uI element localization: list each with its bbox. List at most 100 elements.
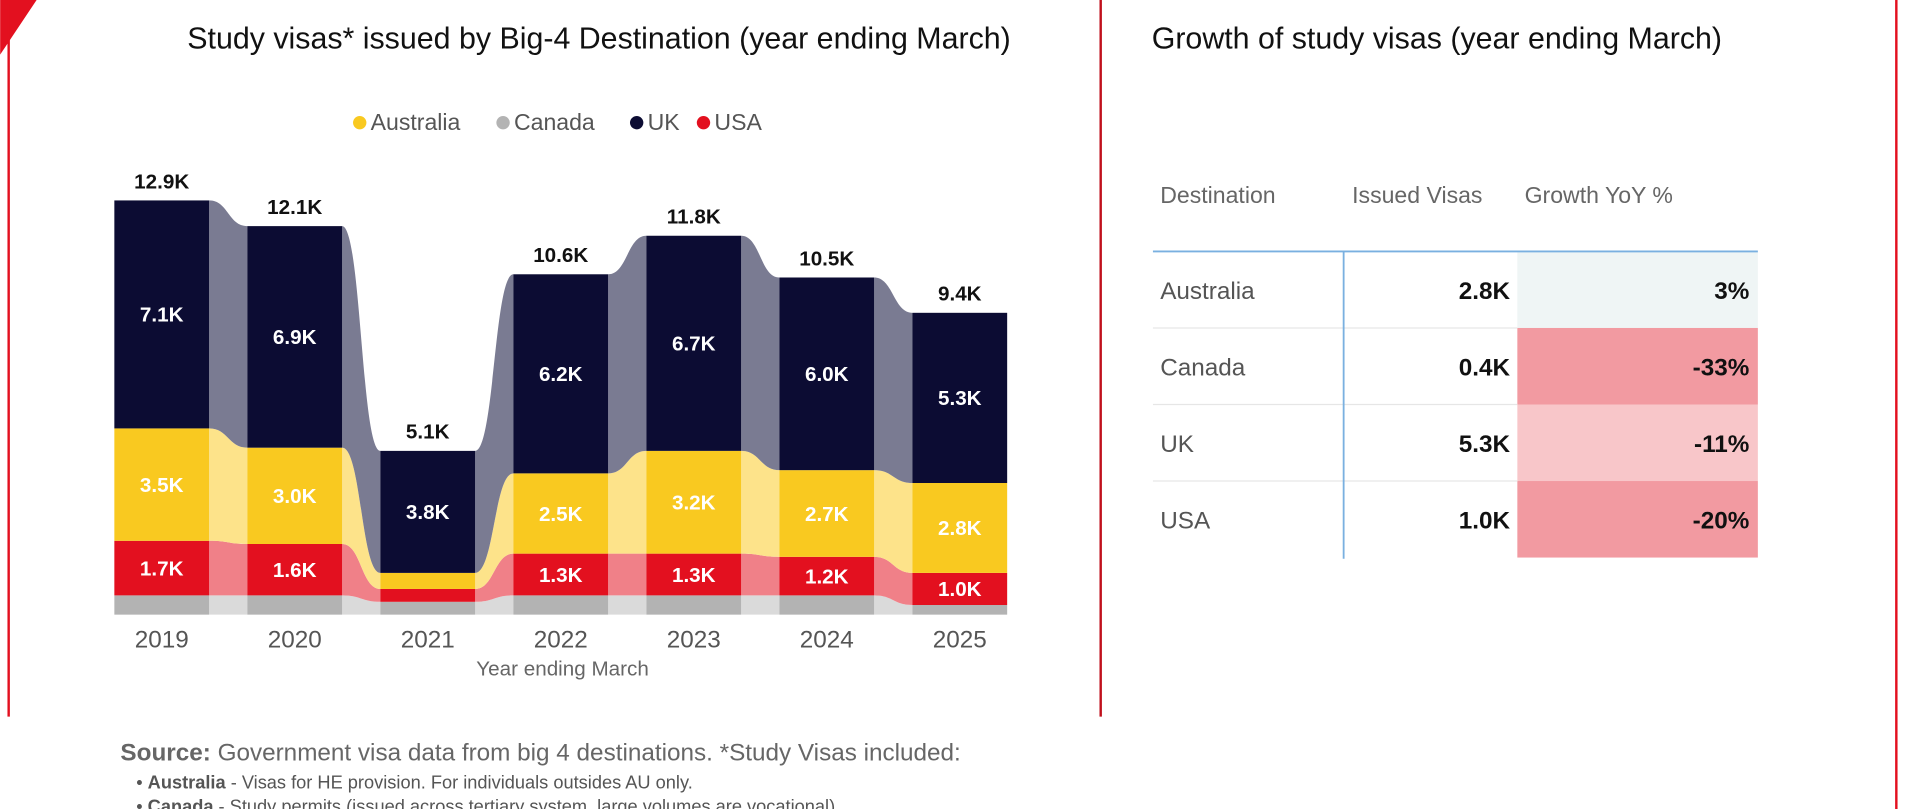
bar-segment bbox=[513, 473, 609, 554]
bar-segment bbox=[912, 482, 1008, 573]
data-label: 3.2K bbox=[672, 492, 716, 515]
x-tick-label: 2021 bbox=[401, 626, 455, 653]
bar-segment bbox=[114, 200, 210, 429]
issued-visas: 5.3K bbox=[1459, 431, 1511, 458]
total-label: 12.1K bbox=[267, 196, 322, 219]
legend-marker bbox=[353, 116, 367, 130]
data-label: 6.0K bbox=[805, 363, 849, 386]
x-tick-label: 2023 bbox=[667, 626, 721, 653]
bullet: • bbox=[136, 797, 147, 809]
ribbon bbox=[342, 595, 381, 615]
total-label: 9.4K bbox=[938, 283, 982, 306]
ribbon bbox=[741, 553, 780, 596]
data-label: 3.0K bbox=[273, 485, 317, 508]
destination: USA bbox=[1160, 507, 1211, 534]
legend-marker bbox=[496, 116, 510, 130]
legend-label: Canada bbox=[514, 109, 595, 135]
ribbon bbox=[209, 595, 248, 615]
source: Source: Government visa data from big 4 … bbox=[120, 739, 960, 766]
ribbon bbox=[608, 235, 647, 474]
ribbon bbox=[342, 447, 381, 589]
bar-segment bbox=[380, 601, 476, 615]
data-label: 6.9K bbox=[273, 326, 317, 349]
total-label: 10.6K bbox=[533, 244, 588, 267]
data-label: 6.7K bbox=[672, 333, 716, 356]
data-label: 2.7K bbox=[805, 503, 849, 526]
note-text: - Visas for HE provision. For individual… bbox=[226, 772, 693, 792]
growth-cell bbox=[1517, 404, 1758, 482]
data-label: 1.0K bbox=[938, 578, 982, 601]
issued-visas: 1.0K bbox=[1459, 507, 1511, 534]
bar-segment bbox=[779, 595, 875, 615]
bar-segment bbox=[380, 572, 476, 589]
bar-segment bbox=[380, 450, 476, 573]
note-item: • Australia - Visas for HE provision. Fo… bbox=[136, 772, 693, 792]
ribbon bbox=[475, 274, 514, 573]
data-label: 2.8K bbox=[938, 517, 982, 540]
growth-cell bbox=[1517, 251, 1758, 328]
ribbon bbox=[475, 553, 514, 602]
ribbon bbox=[608, 595, 647, 615]
x-tick-label: 2020 bbox=[268, 626, 322, 653]
bar-segment bbox=[247, 226, 343, 448]
data-label: 1.3K bbox=[539, 564, 583, 587]
bar-segment bbox=[912, 312, 1008, 483]
x-tick-label: 2025 bbox=[933, 626, 987, 653]
ribbon bbox=[209, 200, 248, 448]
ribbon bbox=[475, 595, 514, 615]
data-label: 5.3K bbox=[938, 387, 982, 410]
data-label: 1.3K bbox=[672, 564, 716, 587]
source-text: Government visa data from big 4 destinat… bbox=[211, 739, 961, 766]
bar-segment bbox=[114, 428, 210, 541]
ribbon bbox=[608, 553, 647, 596]
data-label: 3.8K bbox=[406, 501, 450, 524]
legend-label: Australia bbox=[371, 109, 461, 135]
ribbon bbox=[874, 470, 913, 573]
bar-segment bbox=[247, 544, 343, 596]
note-item: • Canada - Study permits (issued across … bbox=[136, 797, 835, 809]
table-title: Growth of study visas (year ending March… bbox=[1152, 23, 1722, 56]
issued-visas: 2.8K bbox=[1459, 278, 1511, 305]
growth: 3% bbox=[1714, 278, 1749, 305]
ribbon bbox=[342, 544, 381, 602]
column-header: Destination bbox=[1160, 182, 1275, 208]
chart-title: Study visas* issued by Big-4 Destination… bbox=[187, 23, 1010, 56]
destination: Australia bbox=[1160, 278, 1255, 305]
data-label: 6.2K bbox=[539, 363, 583, 386]
total-label: 5.1K bbox=[406, 421, 450, 444]
corner-mark bbox=[0, 0, 37, 55]
legend-label: USA bbox=[714, 109, 762, 135]
bar-segment bbox=[513, 553, 609, 596]
legend-label: UK bbox=[648, 109, 681, 135]
total-label: 10.5K bbox=[799, 247, 854, 270]
bar-segment bbox=[912, 572, 1008, 606]
x-axis-title: Year ending March bbox=[476, 657, 649, 680]
bar-segment bbox=[646, 235, 742, 451]
bar-segment bbox=[779, 556, 875, 596]
column-header: Issued Visas bbox=[1352, 182, 1482, 208]
bar-segment bbox=[114, 540, 210, 596]
bar-segment bbox=[380, 588, 476, 602]
data-label: 1.6K bbox=[273, 559, 317, 582]
total-label: 11.8K bbox=[667, 206, 721, 229]
ribbon bbox=[209, 428, 248, 545]
growth-cell bbox=[1517, 481, 1758, 558]
bar-segment bbox=[646, 553, 742, 596]
ribbon bbox=[874, 277, 913, 483]
ribbon bbox=[608, 450, 647, 554]
legend-marker bbox=[696, 116, 711, 130]
bar-segment bbox=[513, 274, 609, 474]
data-label: 3.5K bbox=[140, 474, 184, 497]
legend-marker bbox=[629, 116, 644, 130]
ribbon bbox=[342, 226, 381, 573]
bar-segment bbox=[646, 595, 742, 615]
bar-segment bbox=[779, 470, 875, 557]
note-name: Australia bbox=[148, 772, 227, 792]
bar-segment bbox=[114, 595, 210, 615]
ribbon bbox=[741, 595, 780, 615]
growth: -11% bbox=[1694, 431, 1749, 458]
data-label: 1.7K bbox=[140, 557, 184, 580]
destination: Canada bbox=[1160, 354, 1246, 381]
